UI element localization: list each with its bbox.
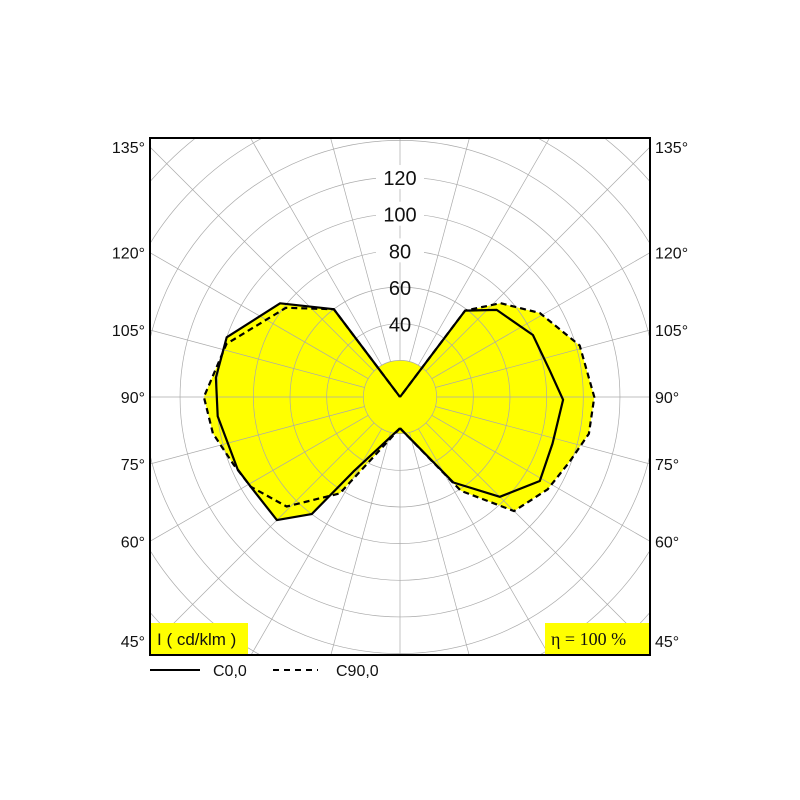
grid-spoke xyxy=(150,146,375,372)
ring-label-bg xyxy=(376,238,424,263)
grid-spoke xyxy=(330,138,391,362)
ring-label: 40 xyxy=(389,315,411,337)
grid-spoke xyxy=(418,428,550,655)
grid-spoke xyxy=(435,329,650,388)
curve-C90-0-right xyxy=(399,302,596,513)
angle-label-right: 45° xyxy=(655,634,679,651)
grid-spoke xyxy=(418,138,550,366)
grid-spoke xyxy=(425,422,650,648)
angle-label-left: 135° xyxy=(112,140,145,157)
unit-label-box: I ( cd/klm ) xyxy=(151,623,248,654)
ring-label-bg xyxy=(376,165,424,190)
efficiency-label-box: η = 100 % xyxy=(545,623,649,654)
angle-label-right: 135° xyxy=(655,140,688,157)
curve-C0-0-left xyxy=(214,302,401,522)
efficiency-label: η = 100 % xyxy=(551,629,626,649)
curve-C0-0-right xyxy=(399,308,565,498)
angle-label-right: 105° xyxy=(655,323,688,340)
ring-label-bg xyxy=(376,201,424,226)
legend: C0,0 C90,0 xyxy=(150,663,379,680)
angle-label-left: 90° xyxy=(121,390,145,407)
grid-spoke xyxy=(150,329,365,388)
grid-spoke xyxy=(431,252,650,379)
ring-label: 100 xyxy=(383,205,416,227)
angle-label-right: 60° xyxy=(655,534,679,551)
angle-label-right: 120° xyxy=(655,246,688,263)
grid-spoke xyxy=(409,138,470,362)
angle-label-left: 75° xyxy=(121,457,145,474)
angle-label-left: 105° xyxy=(112,323,145,340)
angle-label-right: 75° xyxy=(655,457,679,474)
angle-label-left: 45° xyxy=(121,634,145,651)
grid-spoke xyxy=(409,432,470,655)
ring-label: 120 xyxy=(383,168,416,190)
grid-spoke xyxy=(435,406,650,465)
angle-label-left: 60° xyxy=(121,534,145,551)
fill-C90-0-right xyxy=(400,303,595,512)
grid-spoke xyxy=(150,415,369,542)
angle-label-right: 90° xyxy=(655,390,679,407)
grid-spoke xyxy=(150,422,375,648)
curve-C90-0-left xyxy=(202,306,401,508)
grid-spoke xyxy=(425,146,650,372)
unit-label: I ( cd/klm ) xyxy=(157,630,236,649)
ring-label: 80 xyxy=(389,241,411,263)
plot-frame xyxy=(149,137,651,656)
angle-label-left: 120° xyxy=(112,246,145,263)
grid-spoke xyxy=(150,406,365,465)
legend-label-c90: C90,0 xyxy=(336,663,379,680)
legend-label-c0: C0,0 xyxy=(213,663,247,680)
grid-spoke xyxy=(250,138,382,366)
ring-label: 60 xyxy=(389,278,411,300)
grid-spoke xyxy=(330,432,391,655)
